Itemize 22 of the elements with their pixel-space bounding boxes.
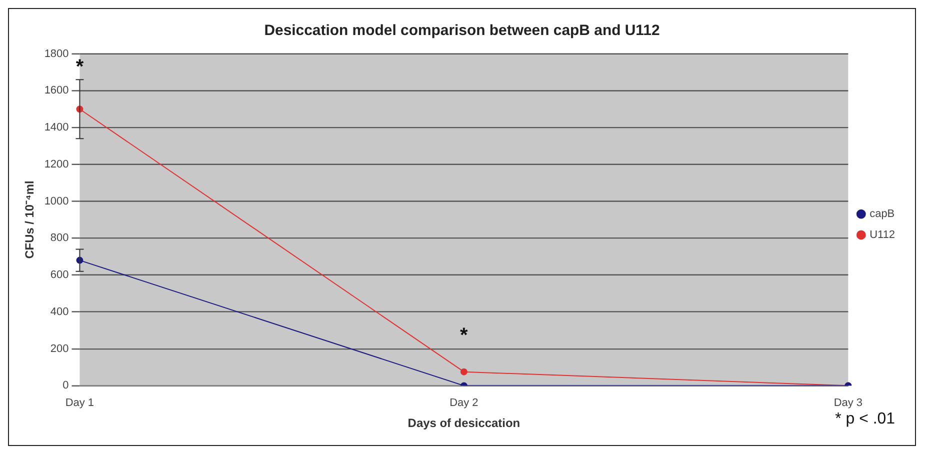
- annotation: *: [460, 324, 468, 346]
- chart-title: Desiccation model comparison between capB and U112: [264, 22, 660, 40]
- x-tick-label: Day 2: [450, 397, 478, 410]
- x-axis-title: Days of desiccation: [408, 416, 520, 430]
- y-tick-label: 1000: [44, 195, 69, 208]
- x-tick-label: Day 3: [834, 397, 862, 410]
- x-tick-label: Day 1: [65, 397, 94, 410]
- y-tick-label: 1400: [44, 122, 69, 134]
- y-tick-label: 200: [50, 342, 69, 355]
- text: * p < .01: [835, 410, 896, 428]
- point: [460, 368, 468, 376]
- y-axis-title: CFUs / 10⁻⁴ml: [22, 180, 36, 259]
- y-tick-label: 600: [50, 269, 69, 282]
- y-tick-label: 1800: [44, 48, 69, 60]
- legend-label: U112: [870, 228, 896, 241]
- y-tick-label: 800: [50, 232, 69, 244]
- annotation: *: [76, 56, 84, 78]
- y-tick-label: 0: [62, 380, 69, 392]
- y-tick-label: 1600: [44, 84, 69, 97]
- y-tick-label: 1200: [44, 158, 69, 170]
- y-tick-label: 400: [50, 306, 69, 318]
- legend-label: capB: [870, 208, 895, 220]
